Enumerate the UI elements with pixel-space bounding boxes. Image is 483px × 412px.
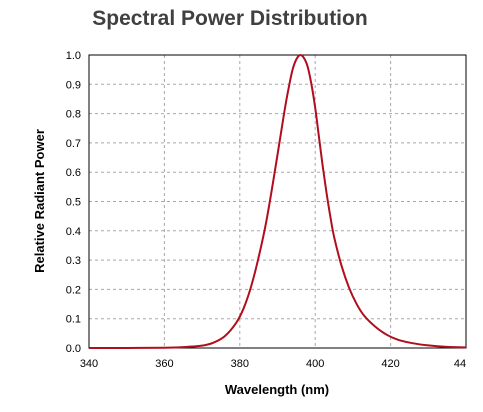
x-tick-label: 44 bbox=[454, 358, 466, 370]
y-tick-label: 0.4 bbox=[66, 226, 81, 238]
x-tick-label: 360 bbox=[155, 358, 173, 370]
x-tick-label: 340 bbox=[80, 358, 98, 370]
x-axis-label: Wavelength (nm) bbox=[225, 382, 329, 397]
y-tick-label: 0.9 bbox=[66, 79, 81, 91]
y-tick-label: 0.5 bbox=[66, 197, 81, 209]
x-tick-labels: 340 360 380 400 420 44 bbox=[80, 358, 466, 370]
y-tick-label: 0.2 bbox=[66, 284, 81, 296]
series-layer bbox=[88, 53, 467, 350]
x-tick-label: 400 bbox=[306, 358, 324, 370]
y-tick-label: 0.7 bbox=[66, 138, 81, 150]
grid-lines bbox=[89, 55, 466, 348]
y-tick-label: 0.3 bbox=[66, 255, 81, 267]
y-tick-labels: 0.0 0.1 0.2 0.3 0.4 0.5 0.6 0.7 0.8 0.9 1.0 bbox=[66, 50, 81, 355]
y-tick-label: 0.0 bbox=[66, 343, 81, 355]
x-tick-label: 420 bbox=[381, 358, 399, 370]
y-tick-label: 1.0 bbox=[66, 50, 81, 62]
spectrum-line bbox=[88, 53, 467, 350]
y-axis-label: Relative Radiant Power bbox=[32, 129, 47, 273]
y-tick-label: 0.6 bbox=[66, 167, 81, 179]
y-tick-label: 0.8 bbox=[66, 109, 81, 121]
chart-title: Spectral Power Distribution bbox=[92, 7, 367, 30]
y-tick-label: 0.1 bbox=[66, 314, 81, 326]
x-tick-label: 380 bbox=[231, 358, 249, 370]
plot-frame bbox=[88, 54, 467, 349]
